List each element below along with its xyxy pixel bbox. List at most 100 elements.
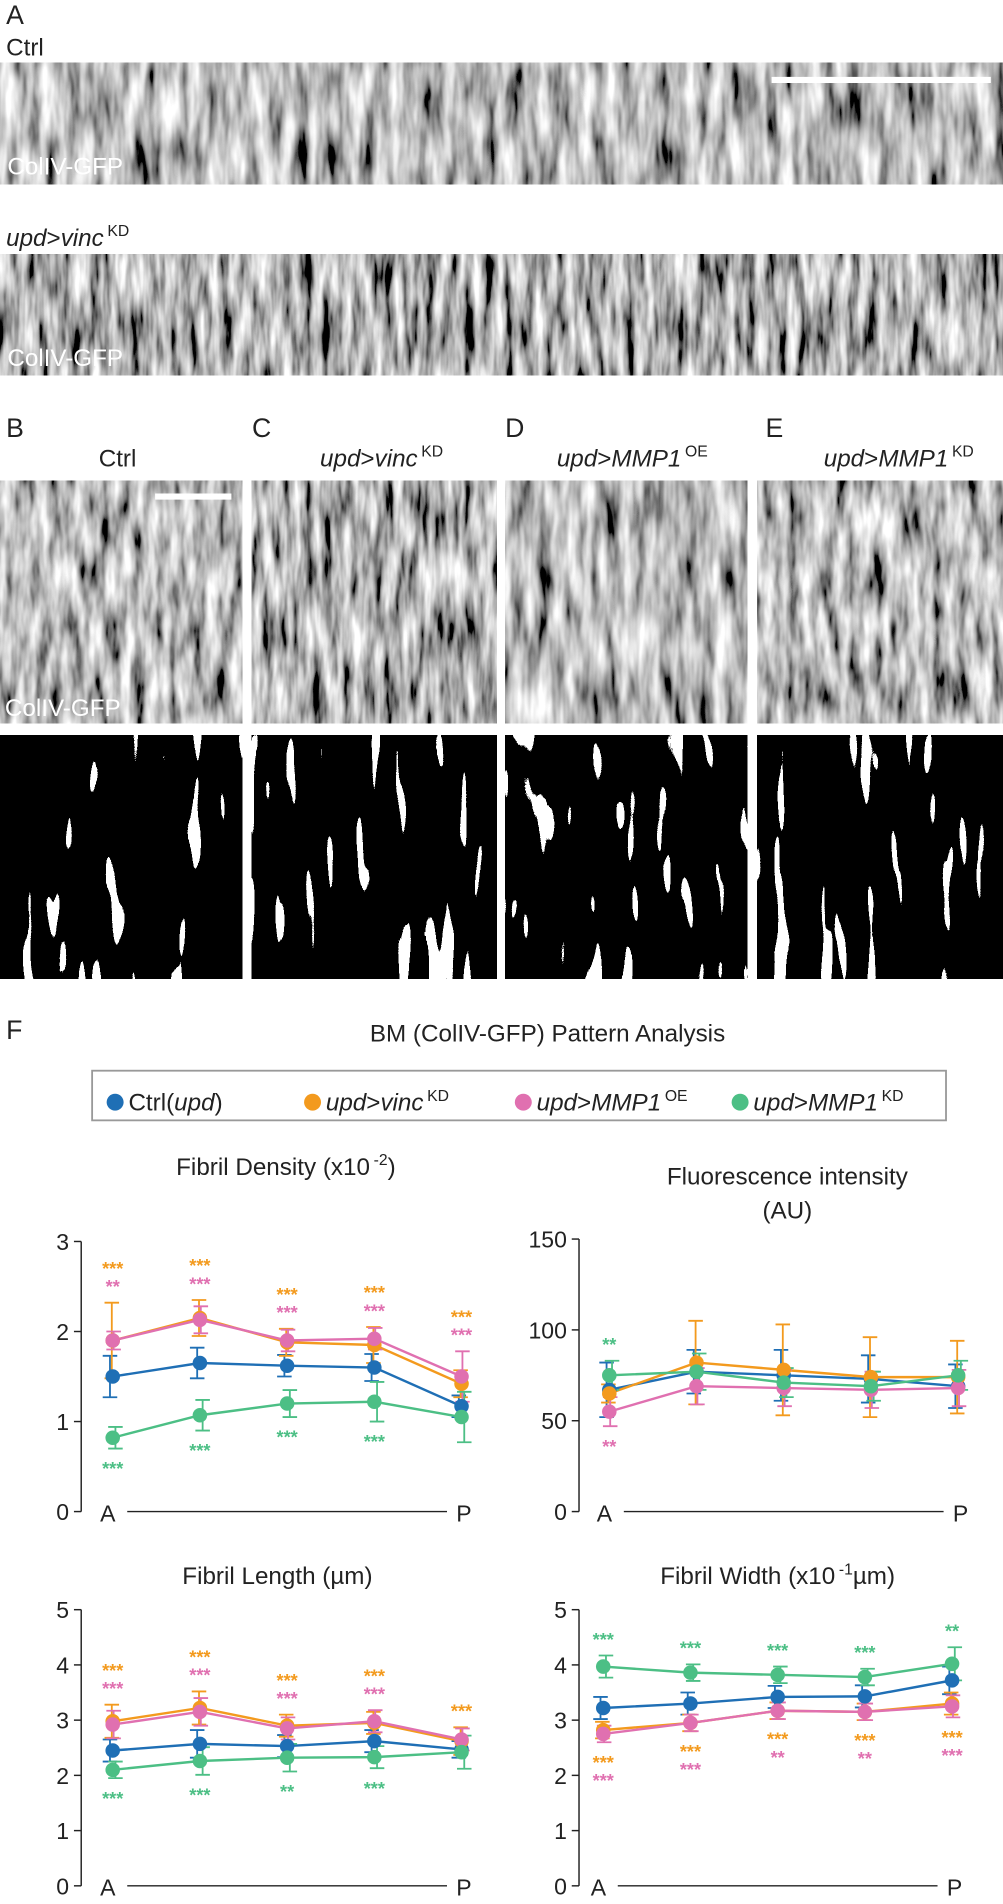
data-point (367, 1394, 382, 1410)
x-tick-label: A (597, 1500, 613, 1526)
significance: *** (277, 1671, 299, 1691)
data-point (367, 1749, 382, 1765)
caption: ColIV-GFP (7, 153, 123, 180)
data-point (454, 1369, 469, 1384)
significance: *** (451, 1326, 473, 1346)
y-tick-label: 150 (529, 1227, 567, 1253)
data-point (192, 1736, 208, 1752)
panel-label: F (6, 1015, 22, 1045)
significance: *** (102, 1661, 124, 1681)
text-run: Fibril Density (x10 (176, 1154, 370, 1181)
text-run: upd (326, 1090, 368, 1117)
legend-marker (304, 1093, 322, 1111)
panel-label: A (6, 0, 24, 30)
row-title: Ctrl (6, 35, 44, 62)
data-point (857, 1689, 873, 1704)
section-title: BM (ColIV-GFP) Pattern Analysis (370, 1021, 725, 1048)
panel-label: E (766, 413, 784, 443)
text-run: Ctrl (99, 445, 137, 472)
x-tick-label: P (947, 1875, 962, 1901)
chart-title: Fibril Length (µm) (182, 1563, 372, 1590)
text-run: Ctrl (6, 35, 44, 62)
significance: *** (277, 1689, 299, 1709)
data-point (595, 1726, 611, 1742)
significance: *** (277, 1428, 299, 1448)
text-run: vinc (61, 225, 104, 252)
data-point (857, 1704, 873, 1720)
y-tick-label: 1 (56, 1409, 69, 1435)
data-point (192, 1355, 208, 1371)
y-tick-label: 4 (56, 1652, 69, 1678)
text-run: > (794, 1090, 808, 1117)
significance: *** (854, 1643, 876, 1663)
text-run: > (864, 445, 878, 472)
data-point (602, 1404, 617, 1419)
panel-label: C (252, 413, 271, 443)
significance: *** (767, 1641, 789, 1661)
data-point (595, 1659, 611, 1674)
y-tick-label: 2 (56, 1319, 69, 1345)
significance: *** (680, 1639, 702, 1659)
data-point (367, 1331, 382, 1346)
data-point (279, 1358, 295, 1373)
significance: *** (364, 1301, 386, 1321)
y-tick-label: 1 (554, 1818, 567, 1844)
significance: *** (277, 1285, 299, 1305)
data-point (279, 1396, 295, 1411)
legend-label: upd>MMP1 OE (537, 1088, 688, 1117)
data-point (192, 1704, 208, 1720)
y-tick-label: 2 (56, 1763, 69, 1789)
significance: *** (189, 1441, 211, 1461)
significance: *** (451, 1702, 473, 1722)
data-point (454, 1409, 469, 1425)
text-run: KD (952, 444, 974, 461)
text-run: upd (537, 1090, 579, 1117)
data-point (279, 1738, 295, 1754)
significance: *** (680, 1760, 702, 1780)
data-point (776, 1362, 791, 1378)
x-tick-label: P (456, 1500, 471, 1526)
caption: ColIV-GFP (5, 695, 121, 722)
y-tick-label: 3 (56, 1229, 69, 1255)
text-run: upd (174, 1090, 216, 1117)
y-tick-label: 3 (554, 1708, 567, 1734)
x-tick-label: P (953, 1500, 968, 1526)
significance: *** (189, 1274, 211, 1294)
binary-mask (251, 735, 497, 979)
legend-label: upd>MMP1 KD (753, 1088, 903, 1117)
significance: *** (593, 1753, 615, 1773)
significance: *** (680, 1742, 702, 1762)
data-point (454, 1732, 469, 1747)
data-point (689, 1378, 704, 1394)
significance: *** (941, 1746, 963, 1766)
data-point (770, 1703, 785, 1719)
data-point (454, 1744, 469, 1760)
micrograph (0, 62, 1003, 185)
panel-title: upd>vinc KD (320, 444, 443, 473)
text-run: KD (421, 444, 443, 461)
data-point (192, 1407, 208, 1423)
significance: ** (106, 1277, 121, 1297)
micrograph (505, 480, 748, 724)
legend-marker (731, 1093, 749, 1111)
text-run: KD (427, 1088, 449, 1105)
text-run: MMP1 (611, 445, 681, 472)
text-run: upd (557, 445, 599, 472)
x-tick-label: A (100, 1500, 116, 1526)
text-run: (AU) (762, 1197, 812, 1224)
chart-title: Fibril Density (x10 -2) (176, 1152, 396, 1181)
y-tick-label: 100 (529, 1317, 567, 1343)
y-tick-label: 0 (554, 1499, 567, 1525)
data-point (279, 1721, 295, 1736)
data-point (683, 1696, 698, 1711)
significance: *** (364, 1779, 386, 1799)
text-run: ) (388, 1154, 396, 1181)
y-tick-label: 5 (554, 1597, 567, 1623)
significance: *** (767, 1730, 789, 1750)
text-run: MMP1 (591, 1090, 661, 1117)
significance: *** (189, 1256, 211, 1276)
legend-label: Ctrl(upd) (128, 1090, 222, 1117)
significance: *** (189, 1785, 211, 1805)
data-point (683, 1665, 698, 1680)
